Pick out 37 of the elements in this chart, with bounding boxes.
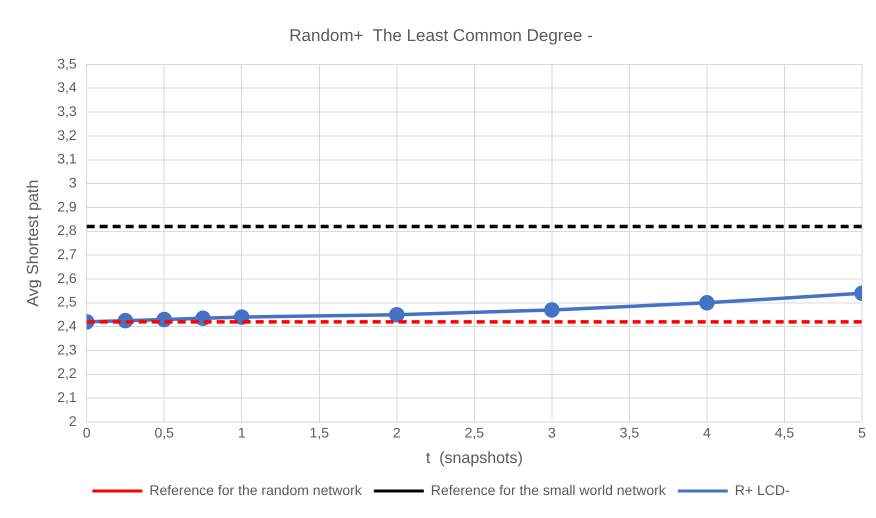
x-tick-label: 1,5 <box>310 424 330 440</box>
point <box>544 302 560 318</box>
y-tick-label: 2,3 <box>57 341 77 358</box>
y-tick-label: 2,7 <box>57 246 77 262</box>
legend-label: Reference for the random network <box>149 482 363 498</box>
x-tick-label: 4 <box>703 424 712 440</box>
x-tick-label: 3,5 <box>620 424 640 440</box>
legend-label: Reference for the small world network <box>430 482 667 498</box>
x-tick-label: 2,5 <box>464 424 484 440</box>
point <box>699 295 715 311</box>
x-tick-label: 4,5 <box>774 424 794 440</box>
x-axis-title: t (snapshots) <box>426 450 523 467</box>
x-tick-label: 3 <box>548 424 556 440</box>
y-axis-title: Avg Shortest path <box>25 180 42 307</box>
y-tick-label: 2,8 <box>57 222 77 238</box>
y-tick-label: 3,4 <box>57 79 77 96</box>
point <box>234 309 250 325</box>
y-tick-label: 2,1 <box>57 389 77 406</box>
x-tick-label: 5 <box>858 424 866 440</box>
x-tick-label: 0,5 <box>154 424 174 440</box>
x-tick-label: 2 <box>392 424 401 440</box>
y-tick-label: 2,4 <box>57 318 77 334</box>
y-tick-label: 2,5 <box>57 294 77 310</box>
y-tick-label: 2,9 <box>57 198 77 214</box>
chart-title: Random+ The Least Common Degree - <box>289 26 593 45</box>
legend-label: R+ LCD- <box>734 482 790 498</box>
y-tick-label: 3,3 <box>57 102 77 119</box>
y-tick-label: 3,5 <box>57 55 77 72</box>
x-tick-label: 1 <box>238 424 246 440</box>
y-tick-label: 2,2 <box>57 365 77 382</box>
point <box>389 306 405 322</box>
y-tick-label: 3 <box>68 174 77 190</box>
y-tick-label: 2,6 <box>57 270 77 286</box>
y-tick-label: 3,1 <box>57 150 77 167</box>
y-tick-label: 2 <box>68 412 77 429</box>
x-tick-label: 0 <box>82 424 91 440</box>
y-tick-label: 3,2 <box>57 126 77 143</box>
